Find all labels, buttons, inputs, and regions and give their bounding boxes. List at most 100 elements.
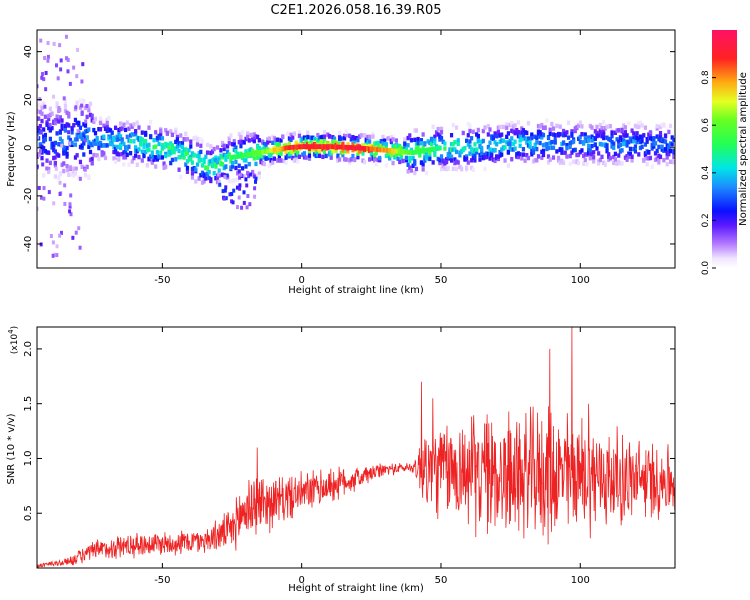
spectrogram-cell	[272, 135, 276, 141]
spectrogram-cell	[458, 153, 462, 158]
spectrogram-cell	[68, 209, 72, 214]
spectrogram-cell	[199, 143, 203, 148]
spectrogram-cell	[130, 159, 134, 164]
spectrogram-cell	[501, 138, 505, 143]
spectrogram-cell	[593, 142, 597, 148]
spectrogram-cell	[72, 173, 76, 178]
spectrogram-cell	[602, 160, 606, 166]
spectrogram-cell	[52, 201, 56, 206]
spectrogram-cell	[625, 139, 629, 145]
spectrogram-cell	[69, 212, 73, 217]
chart-title: C2E1.2026.058.16.39.R05	[270, 3, 441, 18]
spectrogram-cell	[520, 126, 524, 131]
spectrogram-cell	[505, 140, 509, 145]
snr-scale-label: (x104)	[7, 326, 20, 354]
snr-panel: -50 0 50 100 0.5 1.0 1.5 2.0 (x104) SNR (10 * …	[6, 326, 676, 594]
spectrogram-cell	[560, 141, 564, 147]
spectrogram-cell	[257, 138, 261, 143]
spectrogram-cell	[456, 141, 460, 147]
snr-scale-exponent: 4	[7, 329, 15, 334]
spectrogram-cell	[199, 173, 203, 178]
spectrogram-cell	[590, 134, 594, 139]
spectrogram-cell	[566, 120, 571, 125]
spectrogram-cell	[230, 141, 235, 147]
spectrogram-cell	[536, 129, 541, 134]
spectrogram-cell	[51, 240, 55, 245]
spectrogram-cell	[344, 132, 348, 138]
spectrogram-cell	[289, 132, 293, 138]
spectrogram-cell	[40, 118, 44, 124]
spectrogram-cell	[75, 100, 79, 106]
spectrogram-cell	[657, 153, 661, 159]
spectrogram-cell	[409, 168, 414, 173]
spectrogram-cell	[252, 135, 256, 140]
spectrogram-cell	[118, 126, 123, 132]
spectrogram-cell	[561, 132, 566, 138]
spectrogram-cell	[587, 135, 591, 140]
spectrogram-cell	[545, 118, 549, 123]
spectrogram-cell	[568, 141, 572, 146]
spectrogram-cell	[580, 124, 584, 129]
spectrogram-cell	[137, 154, 141, 160]
spectrogram-cell	[222, 196, 226, 201]
spectrogram-cell	[129, 150, 133, 156]
spectrogram-cell	[451, 122, 455, 128]
spectrogram-cell	[251, 137, 255, 142]
spectrogram-cell	[324, 141, 328, 146]
spectrogram-cell	[60, 143, 64, 148]
spectrogram-cell	[548, 131, 552, 137]
spectrogram-cell	[465, 138, 469, 144]
spectrogram-cell	[530, 152, 534, 157]
spectrogram-cell	[62, 151, 66, 156]
spectrogram-cell	[491, 135, 495, 140]
spectrogram-cell	[628, 151, 633, 156]
spectrogram-cell	[284, 155, 288, 160]
spectrogram-cell	[299, 138, 303, 143]
spectrogram-cell	[252, 174, 256, 179]
spectrogram-cell	[237, 195, 241, 200]
spectrogram-cell	[134, 153, 138, 158]
spectrogram-cell	[368, 157, 372, 162]
spectrogram-cell	[540, 122, 544, 128]
spectrogram-cell	[190, 151, 195, 156]
spectrogram-cell	[140, 130, 144, 135]
colorbar-tick-label: 0.2	[701, 213, 711, 227]
spectrogram-cell	[112, 149, 116, 155]
spectrogram-cell	[195, 142, 200, 147]
spectrogram-cell	[197, 158, 201, 164]
spectrogram-cell	[55, 152, 59, 157]
spectrogram-cell	[224, 157, 228, 162]
spectrogram-cell	[118, 145, 123, 150]
spectrogram-cell	[538, 140, 542, 146]
spectrogram-cell	[329, 155, 333, 160]
spectrogram-cell	[399, 154, 404, 159]
spectrogram-cell	[358, 148, 362, 153]
spectrogram-cell	[118, 142, 123, 148]
spectrogram-cell	[667, 151, 671, 157]
spectrogram-cell	[234, 165, 238, 171]
spectrogram-cell	[140, 137, 144, 142]
spectrogram-cell	[663, 133, 668, 138]
spectrogram-cell	[122, 122, 126, 127]
spectrogram-cell	[204, 165, 208, 170]
spectrogram-cell	[511, 147, 516, 152]
spectrogram-cell	[75, 137, 79, 142]
spectrogram-cell	[58, 233, 62, 238]
spectrogram-cell	[523, 136, 527, 141]
spectrogram-cell	[41, 162, 45, 167]
spectrogram-cell	[643, 151, 648, 157]
spectrogram-cell	[383, 141, 387, 147]
spectrogram-cell	[212, 157, 216, 162]
spectrogram-cell	[533, 158, 537, 163]
spectrogram-cell	[227, 136, 231, 141]
spectrogram-cell	[264, 141, 268, 147]
spectrogram-cell	[239, 134, 243, 140]
spectrogram-cell	[64, 34, 68, 39]
spectrogram-cell	[413, 170, 417, 176]
spectrogram-cell	[230, 160, 235, 166]
spectrogram-cell	[436, 156, 440, 162]
spectrogram-cell	[573, 126, 577, 131]
spectrogram-cell	[185, 165, 190, 171]
spectrogram-cell	[381, 143, 385, 148]
spectrogram-cell	[75, 74, 79, 79]
